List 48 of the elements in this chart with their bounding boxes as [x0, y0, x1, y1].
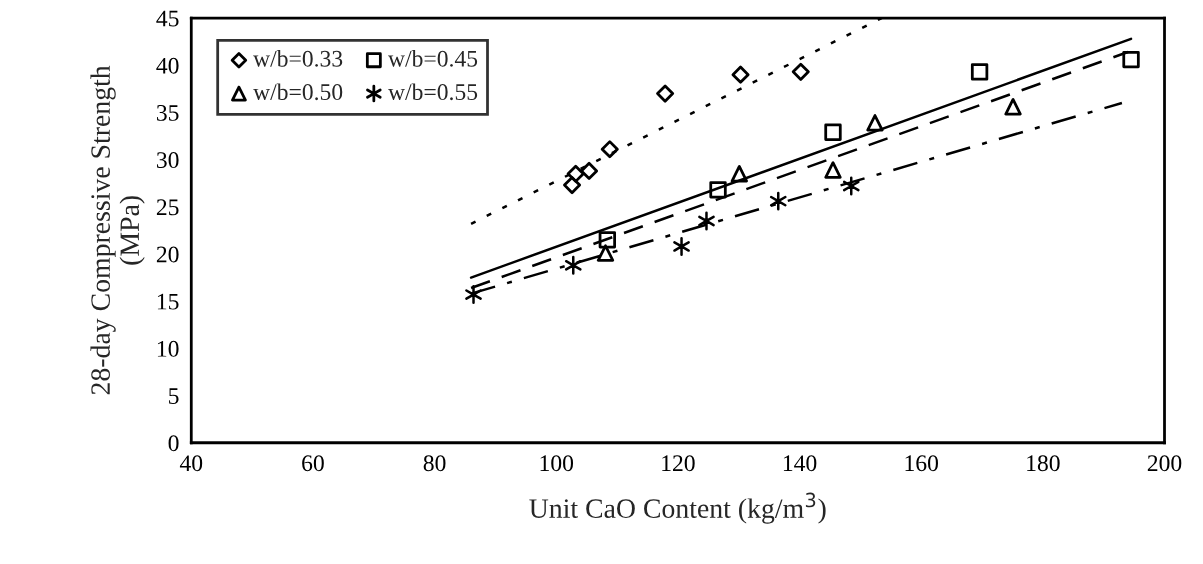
point: [596, 244, 615, 262]
point: [791, 62, 810, 81]
point: [824, 161, 842, 179]
y-tick-label: 35: [156, 104, 179, 121]
point: [824, 123, 842, 141]
legend-label: w/b=0.33: [253, 50, 343, 67]
point: [842, 176, 860, 196]
legend-label: w/b=0.45: [388, 50, 478, 67]
point: [970, 63, 989, 81]
x-tick-label: 100: [540, 455, 574, 472]
x-tick-label: 120: [662, 455, 695, 472]
x-tick-label: 200: [1147, 455, 1182, 472]
x-tick-label: 60: [302, 455, 324, 472]
x-axis-title: Unit CaO Content (kg/m$^{3}$): [529, 492, 826, 524]
y-tick-label: 45: [156, 10, 179, 27]
point: [465, 285, 482, 305]
point: [566, 164, 585, 183]
y-tick-label: 25: [156, 199, 179, 216]
point: [698, 211, 715, 231]
legend-label: w/b=0.50: [253, 83, 343, 101]
point: [673, 236, 690, 256]
point: [656, 84, 675, 103]
x-tick-label: 40: [179, 455, 203, 472]
point: [564, 255, 582, 275]
point: [1122, 50, 1140, 69]
point: [563, 176, 582, 195]
point: [866, 114, 884, 132]
point: [769, 191, 787, 211]
x-tick-label: 160: [905, 455, 939, 472]
y-tick-label: 15: [157, 293, 179, 310]
y-tick-label: 30: [156, 152, 179, 169]
point: [598, 231, 616, 249]
y-axis-title: 28-day Compressive Strength (MPa): [90, 65, 145, 395]
y-tick-label: 40: [156, 57, 179, 74]
x-tick-label: 140: [783, 455, 817, 472]
y-tick-label: 10: [157, 340, 179, 357]
legend-label: w/b=0.55: [388, 83, 478, 101]
point: [709, 181, 727, 199]
point: [731, 65, 750, 84]
y-tick-label: 5: [169, 388, 179, 404]
y-tick-label: 20: [156, 246, 179, 263]
point: [1004, 98, 1022, 116]
point: [600, 140, 619, 159]
x-tick-label: 180: [1027, 455, 1060, 472]
x-tick-label: 80: [423, 455, 446, 472]
point: [730, 165, 748, 183]
y-tick-label: 0: [168, 435, 179, 452]
point: [580, 161, 599, 180]
